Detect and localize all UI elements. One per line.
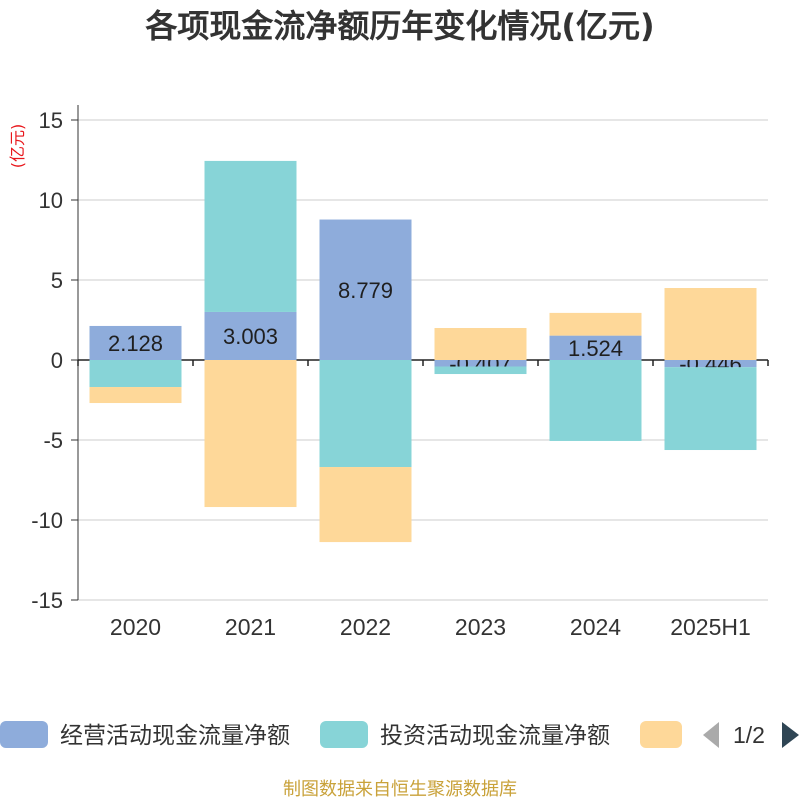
bar-series2-2022[interactable]: [319, 360, 412, 468]
bar-series2-2025H1[interactable]: [664, 367, 757, 451]
bar-series1-2025H1[interactable]: [664, 360, 757, 368]
x-tick-label: 2022: [340, 614, 391, 640]
x-tick-label: 2023: [455, 614, 506, 640]
bar-series2-2024[interactable]: [549, 360, 642, 441]
y-tick-label: -5: [43, 428, 63, 453]
bar-series3-2024[interactable]: [549, 312, 642, 336]
bar-series3-2023[interactable]: [434, 328, 527, 360]
legend-page-indicator: 1/2: [733, 722, 765, 748]
y-tick-label: 15: [39, 108, 63, 133]
y-tick-label: -10: [31, 508, 63, 533]
bar-series1-2021[interactable]: [204, 311, 297, 360]
grid-lines: [78, 119, 768, 601]
legend-swatch: [320, 721, 368, 748]
y-tick-label: 10: [39, 188, 63, 213]
x-tick-label: 2025H1: [670, 614, 751, 640]
y-tick-label: 5: [51, 268, 63, 293]
legend-label: 经营活动现金流量净额: [60, 723, 290, 749]
legend-item-series3[interactable]: [640, 721, 682, 748]
legend-item-series2[interactable]: 投资活动现金流量净额: [320, 721, 610, 749]
legend-swatch: [0, 721, 48, 748]
legend-next-page-icon[interactable]: [782, 722, 799, 748]
bar-series2-2020[interactable]: [89, 360, 182, 388]
x-tick-label: 2024: [570, 614, 621, 640]
x-tick-label: 2021: [225, 614, 276, 640]
bar-series1-2023[interactable]: [434, 360, 527, 367]
bar-series3-2020[interactable]: [89, 387, 182, 404]
data-label-series1-2022: 8.779: [338, 278, 393, 303]
legend-item-series1[interactable]: 经营活动现金流量净额: [0, 721, 290, 749]
y-axis-label: (亿元): [8, 124, 27, 169]
bar-series3-2025H1[interactable]: [664, 288, 757, 360]
x-tick-label: 2020: [110, 614, 161, 640]
y-tick-label: 0: [51, 348, 63, 373]
legend-prev-page-icon[interactable]: [703, 722, 719, 748]
legend: 经营活动现金流量净额 投资活动现金流量净额 1/2: [0, 721, 799, 749]
bar-series2-2023[interactable]: [434, 366, 527, 375]
data-label-series1-2024: 1.524: [568, 336, 623, 361]
axes: 15 10 5 0 -5 -10 -15 2020 2021 2022 2023 2024 2025H1: [31, 105, 769, 640]
bar-series2-2021[interactable]: [204, 160, 297, 312]
bar-series1-2020[interactable]: [89, 325, 182, 360]
y-tick-label: -15: [31, 588, 63, 613]
bar-series1-2024[interactable]: [549, 335, 642, 360]
bar-series3-2022[interactable]: [319, 467, 412, 543]
chart-title: 各项现金流净额历年变化情况(亿元): [145, 7, 654, 45]
bar-series3-2021[interactable]: [204, 360, 297, 508]
data-label-series1-2021: 3.003: [223, 324, 278, 349]
data-label-series1-2020: 2.128: [108, 331, 163, 356]
legend-swatch: [640, 721, 682, 748]
legend-label: 投资活动现金流量净额: [380, 723, 610, 749]
source-footer: 制图数据来自恒生聚源数据库: [283, 779, 517, 800]
bar-series1-2022[interactable]: [319, 219, 412, 360]
